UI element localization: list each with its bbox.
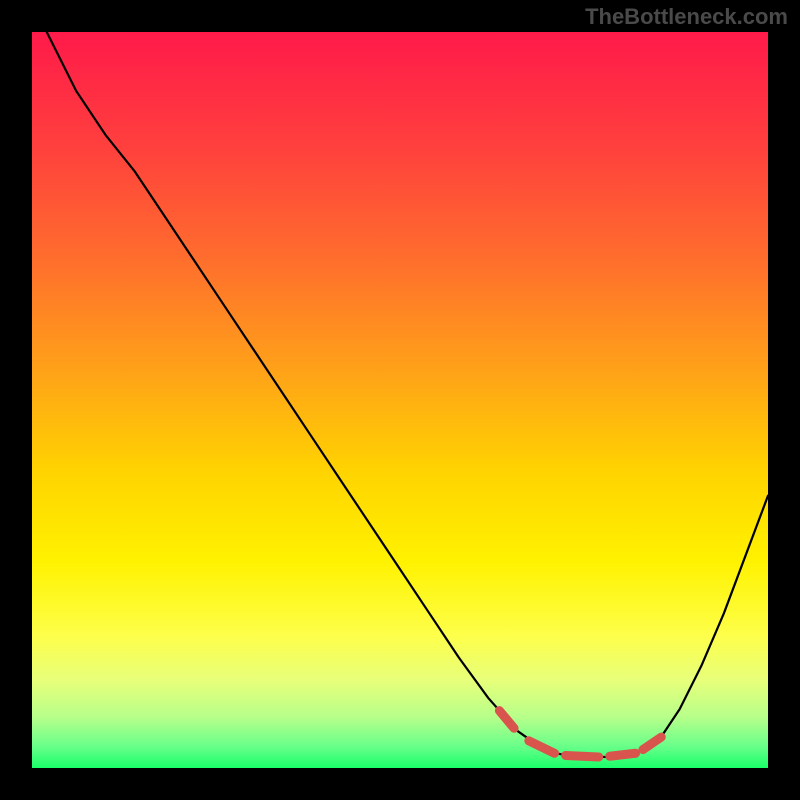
chart-container (32, 32, 768, 768)
chart-markers (32, 32, 768, 768)
watermark-text: TheBottleneck.com (585, 4, 788, 30)
